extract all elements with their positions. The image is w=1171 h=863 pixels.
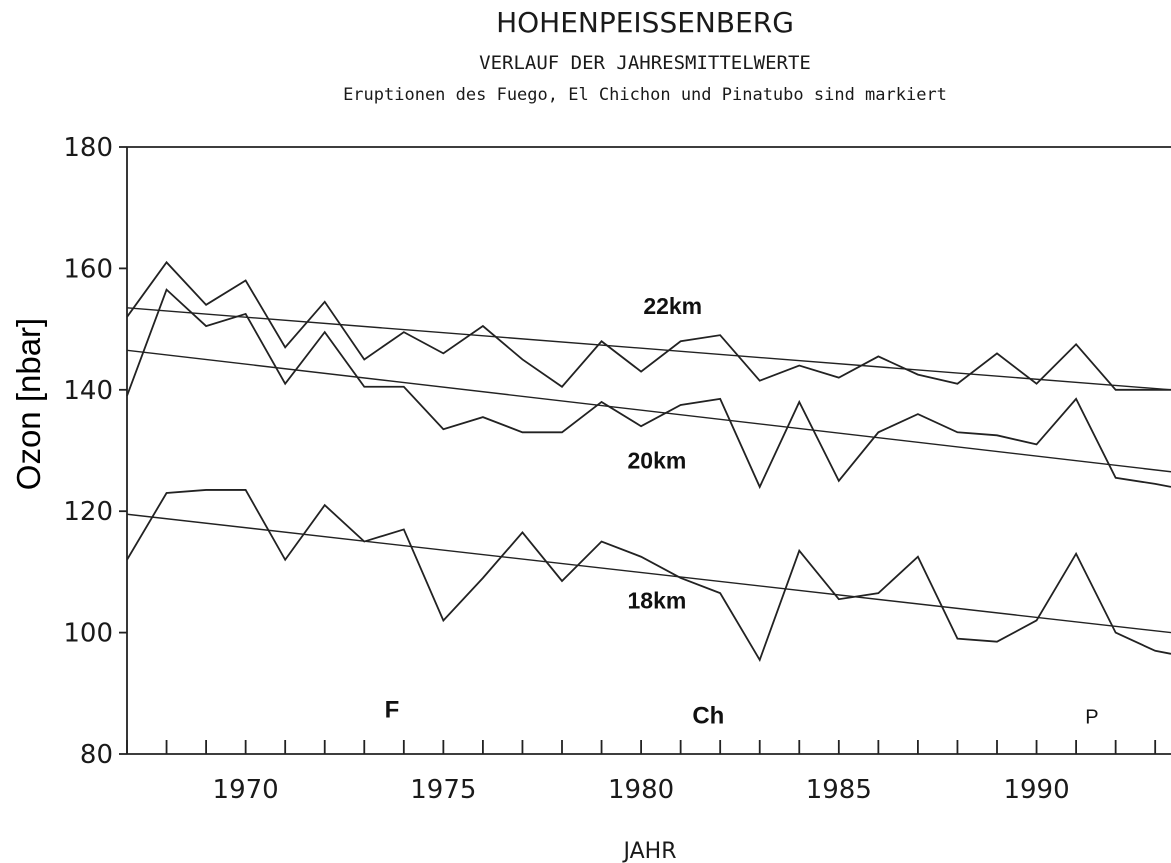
series-label-18km: 18km bbox=[627, 587, 686, 613]
eruption-marker-P: P bbox=[1085, 707, 1098, 729]
trend-line-18km bbox=[126, 513, 1171, 634]
series-line-20km bbox=[126, 288, 1171, 490]
x-tick-label: 1990 bbox=[1003, 775, 1069, 805]
series-group: 22km 20km 18km bbox=[126, 260, 1171, 663]
y-tick-label: 120 bbox=[63, 497, 113, 527]
y-tick-label: 100 bbox=[63, 619, 113, 649]
y-tick-label: 80 bbox=[80, 740, 113, 770]
eruption-marker-Ch: Ch bbox=[692, 703, 724, 730]
eruption-marker-F: F bbox=[385, 697, 400, 724]
x-tick-label: 1970 bbox=[213, 775, 279, 805]
x-tick-label: 1975 bbox=[410, 775, 476, 805]
series-line-18km bbox=[126, 489, 1171, 663]
y-tick-label: 160 bbox=[63, 254, 113, 284]
series-label-22km: 22km bbox=[643, 293, 702, 319]
x-tick-label: 1980 bbox=[608, 775, 674, 805]
y-axis-label: Ozon [nbar] bbox=[10, 318, 47, 490]
y-tick-label: 180 bbox=[63, 133, 113, 163]
y-tick-label: 140 bbox=[63, 376, 113, 406]
chart-subtitle: VERLAUF DER JAHRESMITTELWERTE bbox=[479, 52, 811, 74]
trend-line-22km bbox=[126, 307, 1171, 391]
chart-title: HOHENPEISSENBERG bbox=[496, 6, 794, 39]
ticks: 80 100 120 140 160 180 1970 1975 1980 1985 1990 bbox=[63, 133, 1157, 805]
x-axis-label: JAHR bbox=[622, 839, 677, 863]
series-line-22km bbox=[126, 260, 1171, 391]
trend-line-20km bbox=[126, 349, 1171, 473]
x-tick-label: 1985 bbox=[806, 775, 872, 805]
labels-group: F Ch P bbox=[385, 697, 1099, 730]
series-label-20km: 20km bbox=[627, 448, 686, 474]
chart-subtitle-eruptions: Eruptionen des Fuego, El Chichon und Pin… bbox=[343, 85, 947, 105]
